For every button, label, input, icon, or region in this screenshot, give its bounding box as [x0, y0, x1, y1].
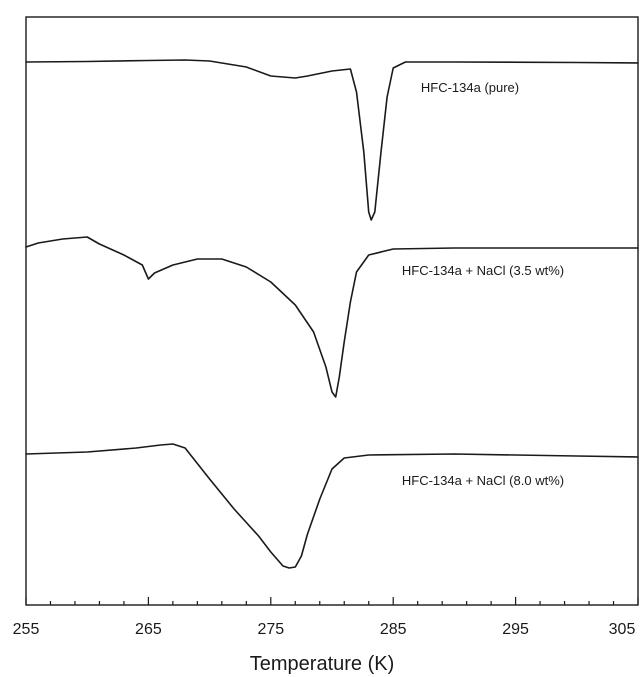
- x-tick-label: 255: [13, 621, 40, 638]
- trace-hfc-134a-nacl-3-5: [25, 236, 639, 398]
- x-axis-title: Temperature (K): [250, 653, 395, 675]
- x-tick-label: 275: [257, 621, 284, 638]
- x-tick-label: 295: [502, 621, 529, 638]
- x-axis-ticks: 255 265 275 285 295 305: [13, 597, 639, 638]
- trace-hfc-134a-pure: [25, 59, 639, 221]
- x-tick-label: 285: [380, 621, 407, 638]
- x-tick-label: 265: [135, 621, 162, 638]
- series-label-pure: HFC-134a (pure): [421, 80, 519, 95]
- trace-hfc-134a-nacl-8-0: [25, 443, 639, 569]
- series-label-nacl-8-0: HFC-134a + NaCl (8.0 wt%): [402, 473, 564, 488]
- trace-group: [25, 59, 639, 569]
- series-label-nacl-3-5: HFC-134a + NaCl (3.5 wt%): [402, 263, 564, 278]
- x-tick-label: 305: [609, 621, 636, 638]
- plot-frame: [25, 16, 639, 606]
